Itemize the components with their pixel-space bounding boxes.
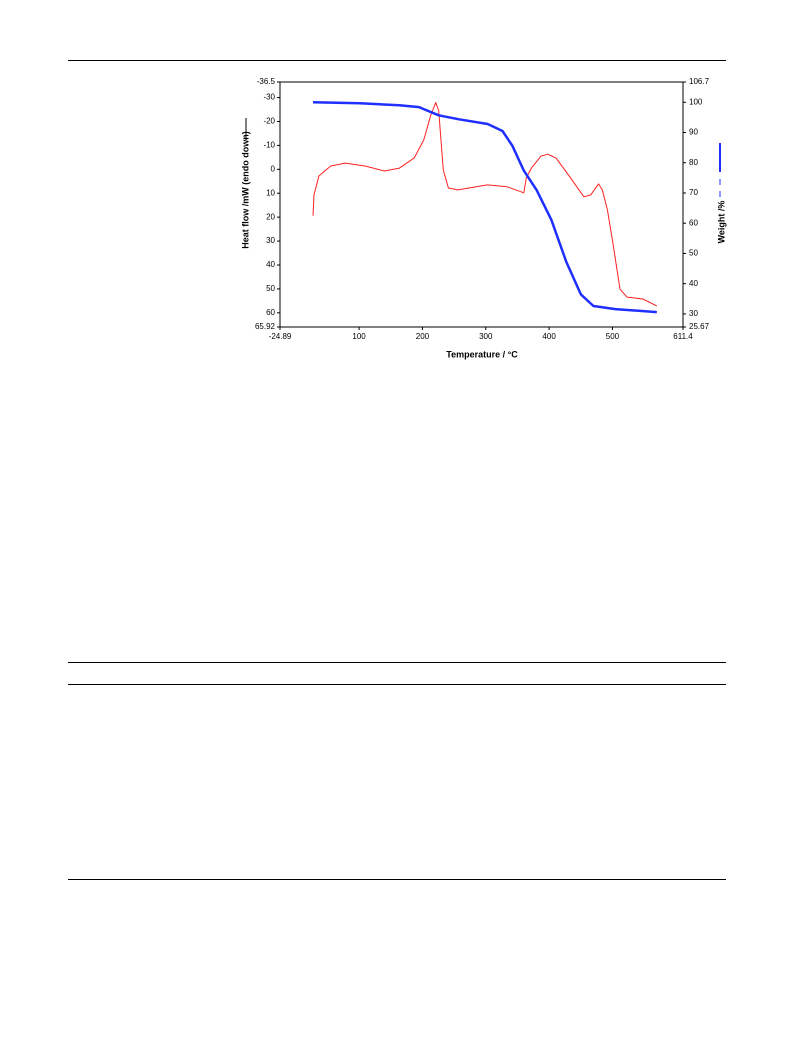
x-tick-label: 100 xyxy=(352,332,366,341)
y-tick-label: -30 xyxy=(263,93,275,102)
y2-tick-label: 50 xyxy=(689,249,698,258)
rule xyxy=(68,60,726,61)
rule xyxy=(68,662,726,663)
y-tick-label: 10 xyxy=(266,188,275,197)
y2-tick-label: 106.7 xyxy=(689,77,710,86)
y-tick-label: 0 xyxy=(271,164,276,173)
x-axis-label: Temperature / °C xyxy=(446,349,518,359)
data-line xyxy=(312,102,658,307)
rule xyxy=(68,879,726,880)
x-tick-label: -24.89 xyxy=(269,332,292,341)
y2-tick-label: 30 xyxy=(689,309,698,318)
y-tick-label: 30 xyxy=(266,236,275,245)
y2-tick-label: 60 xyxy=(689,218,698,227)
x-tick-label: 611.4 xyxy=(673,332,693,341)
y-axis-label: Heat flow /mW (endo down) xyxy=(240,131,250,249)
y-tick-label: 65.92 xyxy=(255,322,276,331)
y-tick-label: 20 xyxy=(266,212,275,221)
x-tick-label: 500 xyxy=(606,332,620,341)
y-tick-label: 40 xyxy=(266,260,275,269)
y2-tick-label: 70 xyxy=(689,188,698,197)
y2-tick-label: 100 xyxy=(689,97,703,106)
chart: Temperature / °C Heat flow /mW (endo dow… xyxy=(240,77,726,359)
y-tick-label: 50 xyxy=(266,284,275,293)
y2-axis-label: Weight /% xyxy=(716,201,726,244)
x-tick-label: 400 xyxy=(542,332,556,341)
y2-tick-label: 40 xyxy=(689,279,698,288)
x-tick-label: 200 xyxy=(416,332,430,341)
y-tick-label: 60 xyxy=(266,308,275,317)
y-tick-label: -20 xyxy=(263,117,275,126)
y2-tick-label: 25.67 xyxy=(689,322,710,331)
y2-tick-label: 80 xyxy=(689,158,698,167)
y2-tick-label: 90 xyxy=(689,128,698,137)
y-tick-label: -36.5 xyxy=(257,77,276,86)
plot-frame xyxy=(279,81,684,328)
y-tick-label: -10 xyxy=(263,141,275,150)
data-line xyxy=(312,101,657,314)
x-tick-label: 300 xyxy=(479,332,493,341)
rule xyxy=(68,684,726,685)
